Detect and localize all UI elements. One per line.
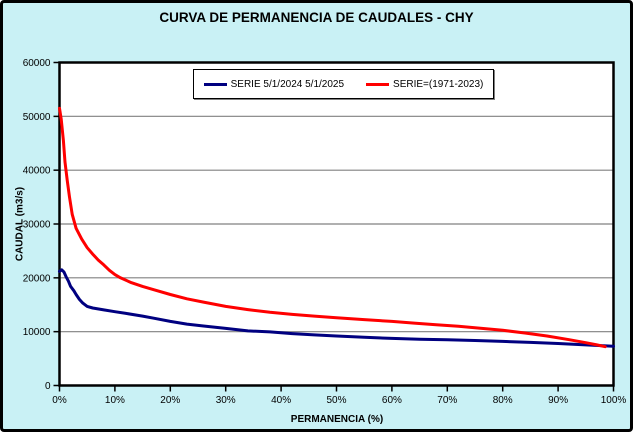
x-axis-title: PERMANENCIA (%)	[290, 414, 384, 425]
y-tick-label: 20000	[23, 273, 51, 284]
x-tick-label: 80%	[493, 395, 513, 406]
x-tick-label: 40%	[271, 395, 291, 406]
series-historical-line	[58, 106, 607, 349]
y-tick-label: 60000	[23, 58, 51, 69]
legend-item-serie-2024-2025: SERIE 5/1/2024 5/1/2025	[203, 78, 345, 90]
x-tick-label: 100%	[601, 395, 627, 406]
x-tick-label: 50%	[326, 395, 346, 406]
series-current-line-swatch	[203, 82, 227, 86]
x-tick-label: 90%	[548, 395, 568, 406]
legend-label-serie-2024-2025: SERIE 5/1/2024 5/1/2025	[230, 78, 345, 90]
x-tick-label: 10%	[105, 395, 125, 406]
chart-title: CURVA DE PERMANENCIA DE CAUDALES - CHY	[159, 10, 474, 25]
x-tick-label: 20%	[160, 395, 180, 406]
x-tick-label: 70%	[437, 395, 457, 406]
x-tick-label: 60%	[382, 395, 402, 406]
legend-label-serie-1971-2023: SERIE=(1971-2023)	[393, 78, 484, 90]
y-tick-label: 0	[45, 381, 51, 392]
y-tick-label: 30000	[23, 220, 51, 231]
plot-area: 0 10000 20000 30000 40000 50000 60000 0% 10% 20% 3…	[23, 58, 627, 406]
y-tick-label: 50000	[23, 112, 51, 123]
series-current-line	[58, 268, 615, 348]
series-historical-line-swatch	[366, 82, 390, 86]
y-tick-label: 40000	[23, 166, 51, 177]
x-tick-label: 30%	[216, 395, 236, 406]
y-tick-label: 10000	[23, 327, 51, 338]
x-tick-label: 0%	[52, 395, 67, 406]
legend-item-serie-1971-2023: SERIE=(1971-2023)	[366, 79, 483, 90]
legend: SERIE 5/1/2024 5/1/2025 SERIE=(1971-2023…	[193, 69, 494, 99]
plot-border	[58, 61, 615, 387]
